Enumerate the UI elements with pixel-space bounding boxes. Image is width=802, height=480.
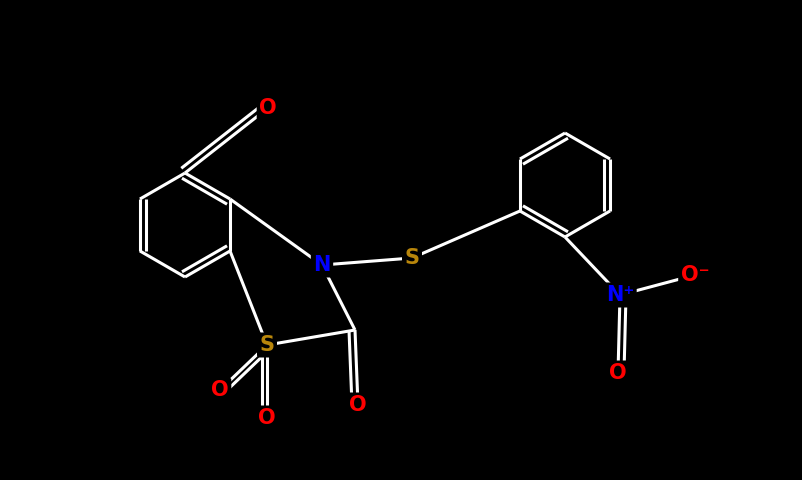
Text: O: O: [610, 363, 627, 383]
Text: O: O: [259, 98, 277, 118]
Text: O: O: [258, 408, 276, 428]
Text: O⁻: O⁻: [681, 265, 709, 285]
Text: N: N: [314, 255, 330, 275]
Text: O: O: [349, 395, 367, 415]
Text: N⁺: N⁺: [606, 285, 634, 305]
Text: S: S: [260, 335, 274, 355]
Text: S: S: [404, 248, 419, 268]
Text: O: O: [211, 380, 229, 400]
